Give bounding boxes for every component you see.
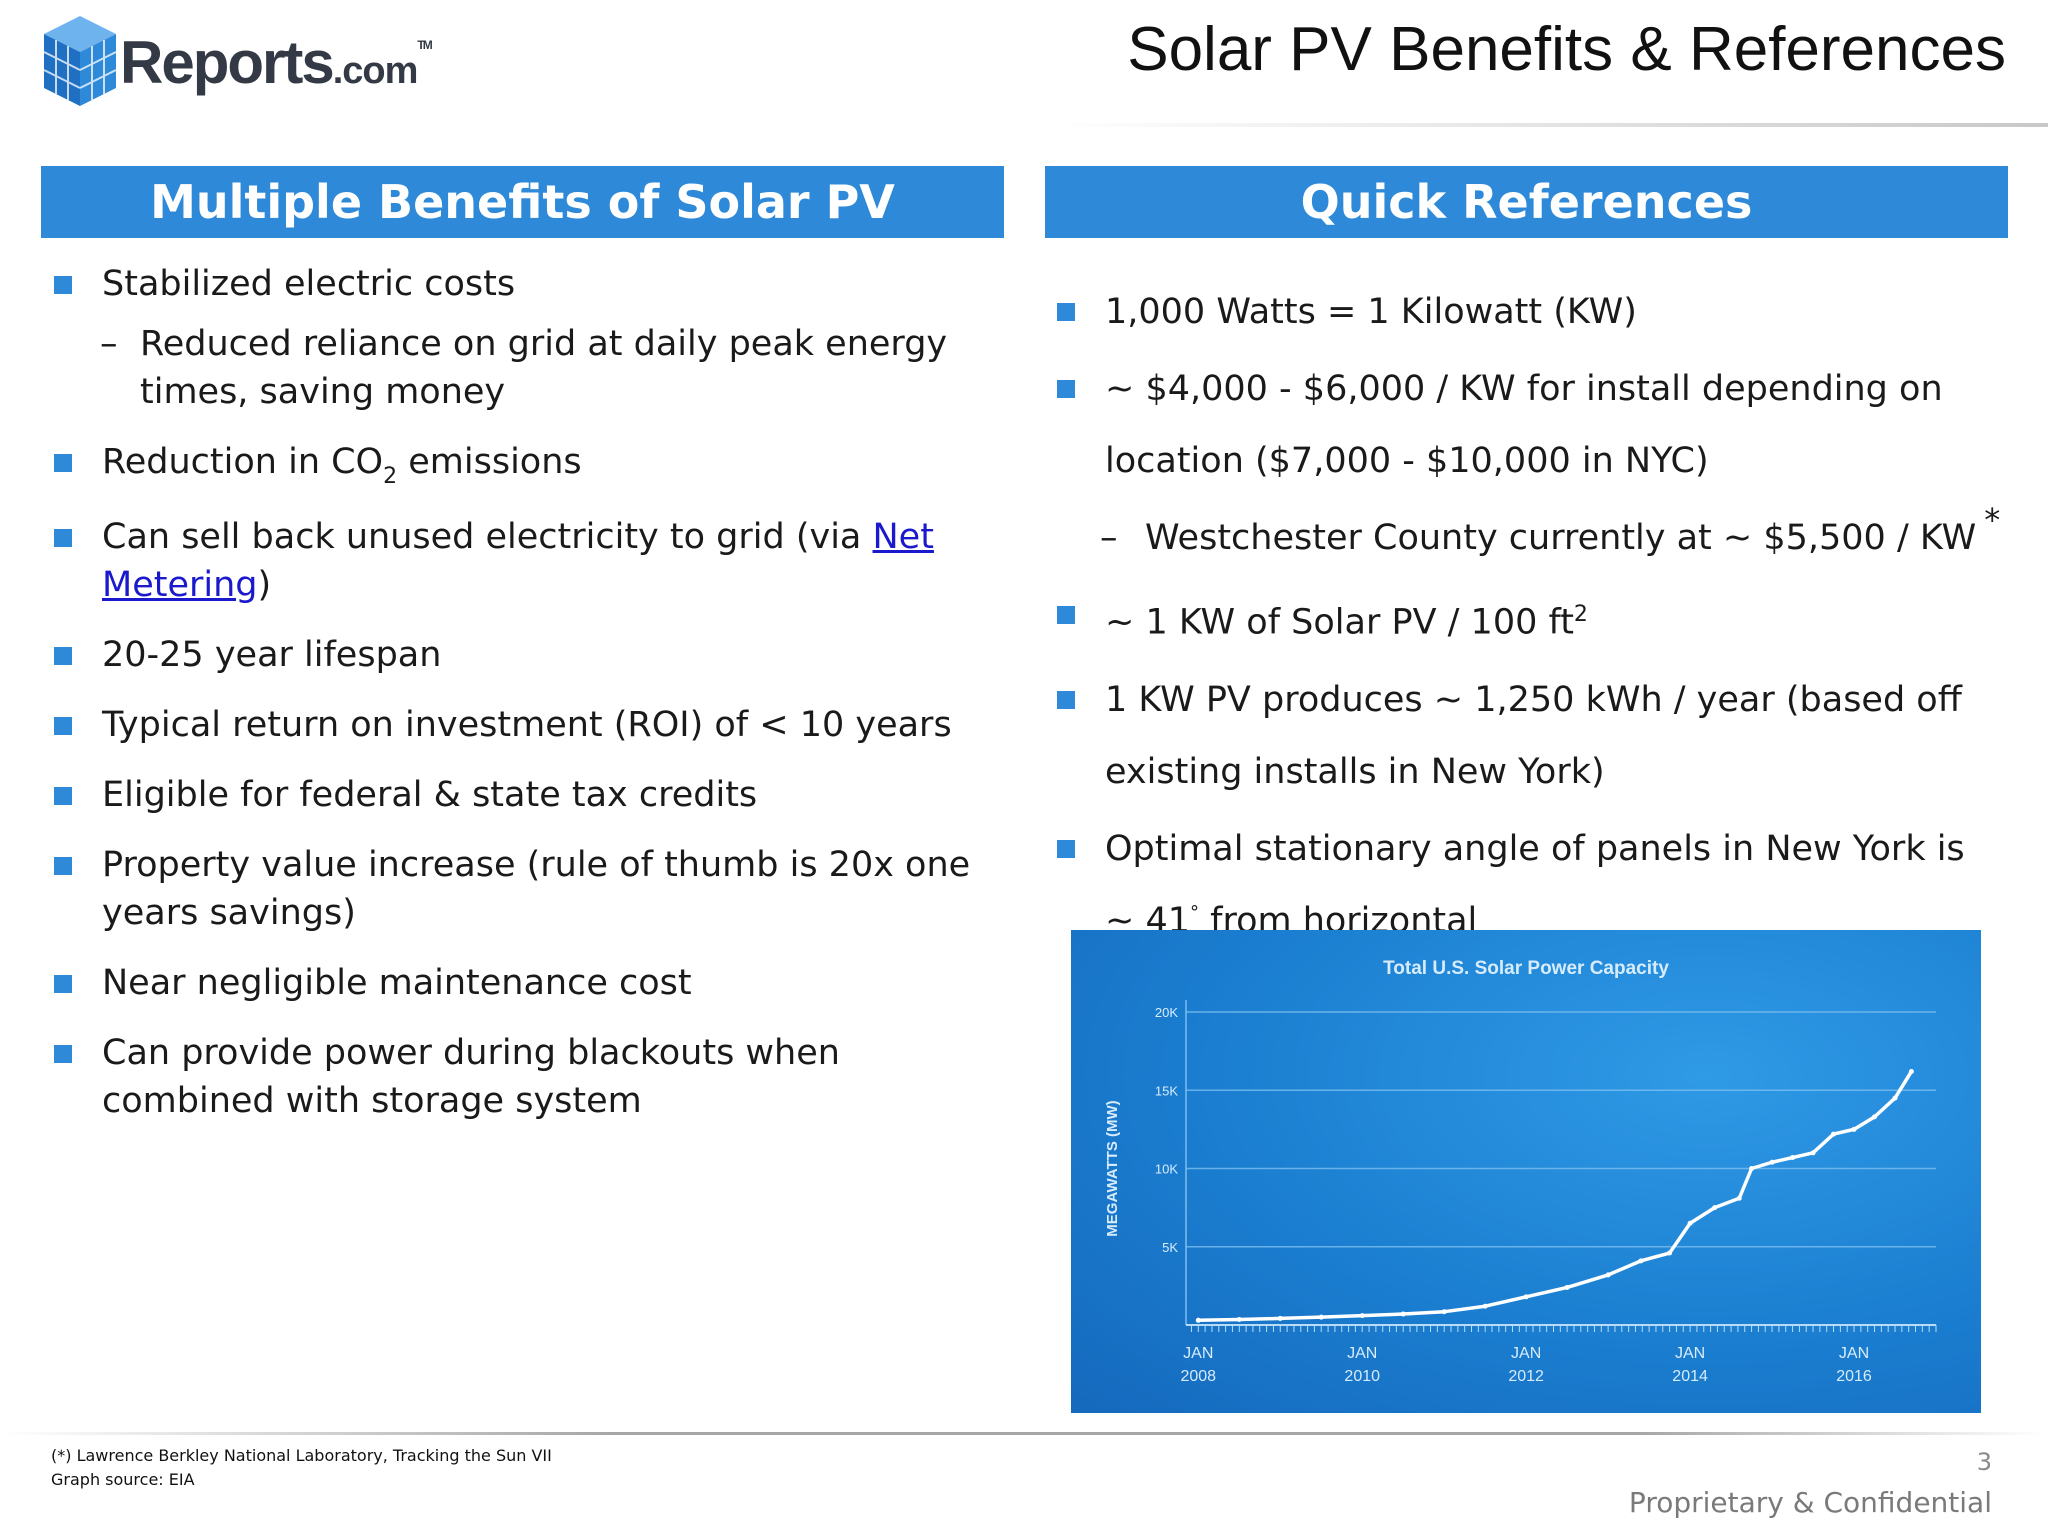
list-item: 20-25 year lifespan [54,631,1002,679]
bullet-square-icon [54,975,72,993]
x-tick-label: 2012 [1508,1368,1544,1385]
x-tick-label: JAN [1511,1345,1541,1362]
capacity-data-point [1441,1309,1447,1315]
capacity-data-point [1736,1195,1742,1201]
list-item: Eligible for federal & state tax credits [54,771,1002,819]
capacity-data-point [1667,1250,1673,1256]
y-tick-label: 20K [1155,1005,1178,1020]
capacity-data-point [1810,1150,1816,1156]
benefits-list: Stabilized electric costs – Reduced relia… [54,260,1002,1147]
capacity-data-point [1831,1131,1837,1137]
list-item: 1 KW PV produces ~ 1,250 kWh / year (bas… [1057,664,2005,808]
capacity-data-point [1892,1095,1898,1101]
references-list: 1,000 Watts = 1 Kilowatt (KW) ~ $4,000 -… [1057,276,2005,968]
benefits-header: Multiple Benefits of Solar PV [41,166,1004,238]
list-item: ~ 1 KW of Solar PV / 100 ft2 [1057,579,2005,659]
capacity-data-point [1908,1068,1914,1074]
bullet-square-icon [54,529,72,547]
net-metering-link[interactable]: Net Metering [102,517,934,605]
y-tick-label: 5K [1162,1240,1178,1255]
chart-title: Total U.S. Solar Power Capacity [1383,958,1669,979]
logo-text: Reports.comTM [120,29,433,96]
bullet-square-icon [54,857,72,875]
x-tick-label: 2016 [1836,1368,1872,1385]
dash-icon: – [1100,518,1118,558]
list-item: 1,000 Watts = 1 Kilowatt (KW) [1057,276,2005,348]
list-subitem: – Westchester County currently at ~ $5,50… [1100,501,2005,574]
capacity-data-point [1851,1126,1857,1132]
capacity-data-point [1482,1303,1488,1309]
footnote-source: (*) Lawrence Berkley National Laboratory… [51,1446,552,1465]
bullet-square-icon [54,787,72,805]
logo-cube-icon [43,16,117,106]
capacity-data-point [1790,1155,1796,1161]
x-tick-label: JAN [1839,1345,1869,1362]
title-divider [1045,123,2048,127]
page-number: 3 [1976,1448,1992,1476]
bullet-square-icon [1057,839,1075,858]
capacity-data-point [1523,1294,1529,1300]
quick-references-header: Quick References [1045,166,2008,238]
solar-capacity-chart: Total U.S. Solar Power Capacity MEGAWATTS… [1071,930,1981,1413]
x-tick-label: 2010 [1344,1368,1380,1385]
capacity-data-point [1712,1205,1718,1211]
capacity-data-point [1638,1258,1644,1264]
list-item: ~ $4,000 - $6,000 / KW for install depen… [1057,353,2005,497]
capacity-data-point [1236,1317,1242,1323]
list-item: Property value increase (rule of thumb i… [54,841,1002,937]
bullet-square-icon [54,1045,72,1063]
bullet-square-icon [54,454,72,472]
x-tick-label: 2008 [1180,1368,1216,1385]
bullet-square-icon [54,647,72,665]
y-tick-label: 15K [1155,1083,1178,1098]
bullet-square-icon [1057,606,1075,624]
capacity-data-point [1564,1284,1570,1290]
bullet-square-icon [54,717,72,735]
capacity-data-point [1605,1272,1611,1278]
list-item: Stabilized electric costs [54,260,1002,308]
chart-svg: Total U.S. Solar Power Capacity MEGAWATTS… [1104,958,1937,1385]
capacity-data-point [1687,1220,1693,1226]
y-axis-label: MEGAWATTS (MW) [1104,1100,1121,1236]
y-tick-label: 10K [1155,1162,1178,1177]
list-item: Typical return on investment (ROI) of < … [54,701,1002,749]
capacity-series-line [1196,1069,1914,1323]
list-item: Reduction in CO2 emissions [54,438,1002,491]
x-tick-label: JAN [1347,1345,1377,1362]
footnote-graph-source: Graph source: EIA [51,1470,195,1489]
bullet-square-icon [1057,303,1075,321]
dash-icon: – [100,324,118,364]
capacity-data-point [1400,1311,1406,1317]
confidential-label: Proprietary & Confidential [1628,1486,1992,1519]
x-tick-label: JAN [1675,1345,1705,1362]
capacity-data-point [1749,1166,1755,1171]
capacity-data-point [1195,1317,1201,1323]
bullet-square-icon [54,276,72,294]
capacity-data-point [1359,1313,1365,1319]
x-tick-label: JAN [1183,1345,1213,1362]
capacity-data-point [1277,1315,1283,1321]
capacity-data-point [1318,1314,1324,1320]
list-item: Can provide power during blackouts when … [54,1029,1002,1125]
slide-title: Solar PV Benefits & References [1127,15,2006,84]
list-subitem: – Reduced reliance on grid at daily peak … [100,320,1002,416]
capacity-data-point [1769,1159,1775,1165]
list-item: Can sell back unused electricity to grid… [54,513,1002,609]
x-tick-label: 2014 [1672,1368,1708,1385]
footer-divider [0,1432,2048,1435]
bullet-square-icon [1057,690,1075,709]
bullet-square-icon [1057,380,1075,398]
capacity-data-point [1872,1114,1878,1120]
footnote-marker: * [1984,501,2001,539]
reports-logo: Reports.comTM [40,14,470,109]
list-item: Near negligible maintenance cost [54,959,1002,1007]
